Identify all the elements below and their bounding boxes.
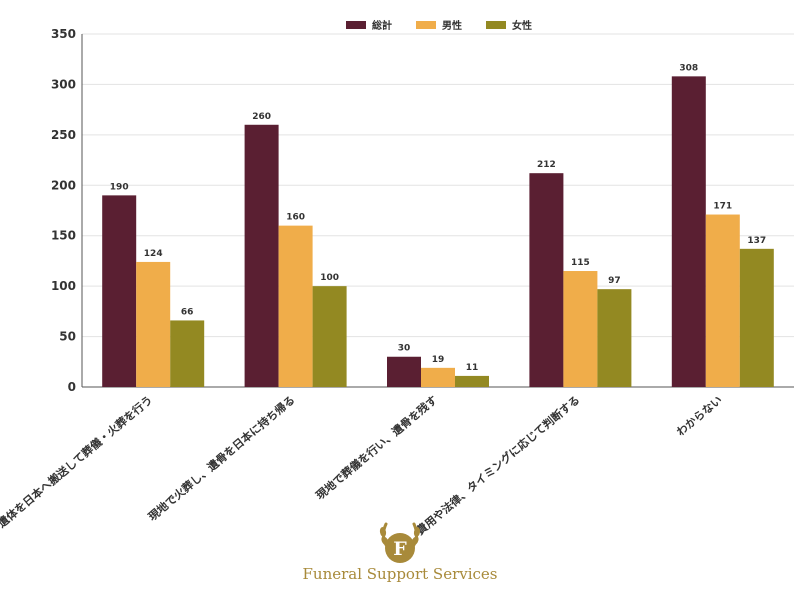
data-label: 100	[320, 273, 339, 283]
bar	[387, 356, 421, 387]
bar	[278, 225, 313, 387]
brand-name: Funeral Support Services	[303, 565, 498, 583]
y-tick-label: 50	[59, 330, 76, 344]
data-labels: 190 124 66 260 160 100 30 19 11 212 115 97 308 171 137	[110, 63, 766, 373]
legend-label: 総計	[372, 19, 392, 32]
legend-swatch	[346, 21, 366, 29]
data-label: 66	[181, 307, 194, 317]
bar	[421, 367, 455, 387]
bar	[705, 214, 740, 387]
bar	[244, 124, 279, 388]
bar	[671, 76, 706, 388]
bar	[597, 289, 632, 387]
x-tick-label: わからない	[674, 393, 724, 438]
bar	[739, 248, 774, 387]
legend-label: 女性	[512, 19, 532, 32]
data-label: 30	[398, 344, 411, 354]
x-tick-label: 遺体を日本へ搬送して葬儀・火葬を行う	[0, 393, 155, 531]
data-label: 11	[466, 363, 479, 373]
data-label: 190	[110, 182, 129, 192]
x-tick-label: 現地で火葬し、遺骨を日本に持ち帰る	[145, 393, 297, 524]
brand-logo: F Funeral Support Services	[303, 522, 498, 583]
bar	[312, 286, 347, 387]
data-label: 171	[713, 202, 732, 212]
logo-badge	[385, 533, 415, 563]
bar	[529, 173, 564, 387]
y-tick-label: 250	[51, 128, 76, 142]
data-label: 212	[537, 160, 556, 170]
x-tick-label: 費用や法律、タイミングに応じて判断する	[412, 393, 582, 539]
gridlines	[82, 33, 794, 338]
y-tick-label: 350	[51, 27, 76, 41]
legend: 総計 男性 女性	[346, 19, 532, 32]
bar	[455, 375, 489, 387]
bar-series	[102, 76, 774, 388]
data-label: 308	[679, 63, 698, 73]
y-tick-label: 300	[51, 77, 76, 91]
bar	[170, 320, 205, 387]
legend-swatch	[486, 21, 506, 29]
legend-label: 男性	[442, 19, 462, 32]
y-tick-label: 150	[51, 229, 76, 243]
bar	[102, 195, 137, 387]
bar	[563, 271, 598, 387]
data-label: 97	[608, 276, 621, 286]
data-label: 124	[144, 249, 163, 259]
data-label: 260	[252, 112, 271, 122]
y-tick-label: 100	[51, 279, 76, 293]
x-tick-label: 現地で葬儀を行い、遺骨を残す	[313, 393, 440, 503]
legend-swatch	[416, 21, 436, 29]
y-tick-label: 0	[68, 380, 76, 394]
data-label: 115	[571, 258, 590, 268]
data-label: 160	[286, 213, 305, 223]
logo-letter: F	[393, 538, 407, 560]
bar	[136, 261, 171, 387]
data-label: 137	[747, 236, 766, 246]
data-label: 19	[432, 355, 445, 365]
y-tick-label: 200	[51, 178, 76, 192]
